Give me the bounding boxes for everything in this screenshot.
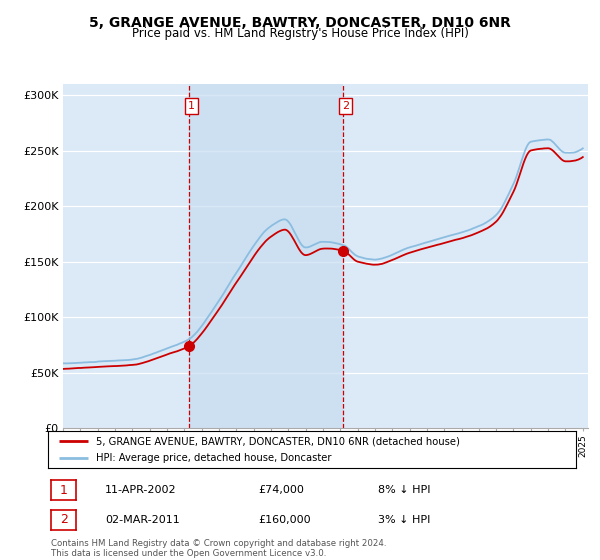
Text: 02-MAR-2011: 02-MAR-2011 bbox=[105, 515, 180, 525]
Text: 1: 1 bbox=[188, 101, 195, 111]
Text: 2: 2 bbox=[342, 101, 349, 111]
Text: Price paid vs. HM Land Registry's House Price Index (HPI): Price paid vs. HM Land Registry's House … bbox=[131, 27, 469, 40]
Text: 5, GRANGE AVENUE, BAWTRY, DONCASTER, DN10 6NR (detached house): 5, GRANGE AVENUE, BAWTRY, DONCASTER, DN1… bbox=[95, 436, 460, 446]
Text: 1: 1 bbox=[59, 483, 68, 497]
Bar bbox=[189, 84, 343, 428]
Text: 3% ↓ HPI: 3% ↓ HPI bbox=[378, 515, 430, 525]
Text: £160,000: £160,000 bbox=[258, 515, 311, 525]
Text: 8% ↓ HPI: 8% ↓ HPI bbox=[378, 485, 431, 495]
Text: Contains HM Land Registry data © Crown copyright and database right 2024.
This d: Contains HM Land Registry data © Crown c… bbox=[51, 539, 386, 558]
Text: 5, GRANGE AVENUE, BAWTRY, DONCASTER, DN10 6NR: 5, GRANGE AVENUE, BAWTRY, DONCASTER, DN1… bbox=[89, 16, 511, 30]
Text: £74,000: £74,000 bbox=[258, 485, 304, 495]
Text: HPI: Average price, detached house, Doncaster: HPI: Average price, detached house, Donc… bbox=[95, 453, 331, 463]
Text: 11-APR-2002: 11-APR-2002 bbox=[105, 485, 176, 495]
Text: 2: 2 bbox=[59, 513, 68, 526]
